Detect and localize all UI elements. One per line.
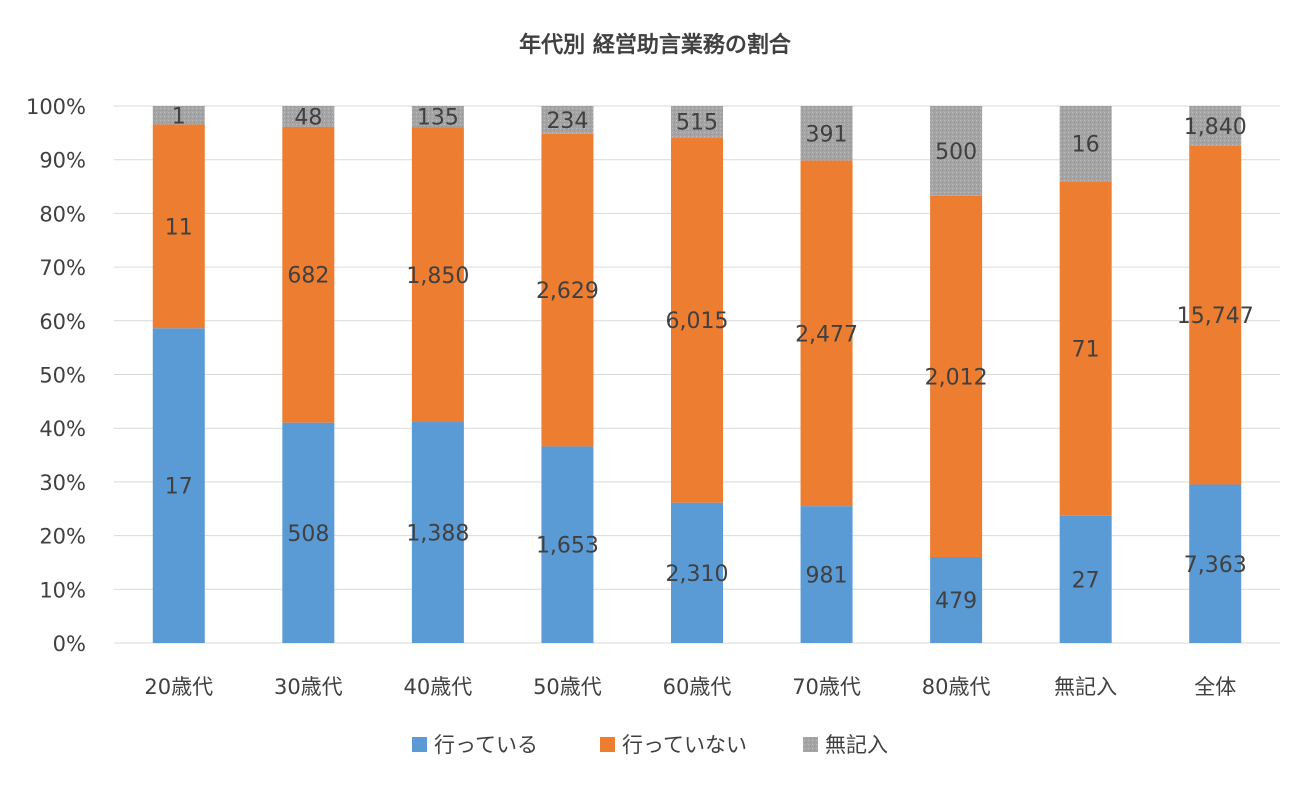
y-tick-label: 40%	[39, 417, 86, 441]
data-label: 71	[1072, 338, 1100, 363]
bar-segment	[930, 195, 983, 558]
chart-title: 年代別 経営助言業務の割合	[519, 32, 792, 58]
x-category-label: 80歳代	[922, 675, 991, 699]
y-tick-label: 60%	[39, 310, 86, 334]
legend-label: 行っている	[434, 733, 538, 757]
y-tick-label: 30%	[39, 471, 86, 495]
data-label: 17	[165, 475, 193, 500]
x-axis-categories: 20歳代 30歳代 40歳代 50歳代 60歳代 70歳代 80歳代 無記入 全体	[144, 675, 1236, 699]
data-label: 515	[676, 111, 718, 136]
x-category-label: 30歳代	[274, 675, 343, 699]
data-label: 2,310	[666, 562, 729, 587]
y-tick-label: 90%	[39, 149, 86, 173]
bar-segment	[1189, 106, 1242, 146]
bar-segment	[1059, 515, 1112, 643]
data-label: 508	[287, 522, 329, 547]
data-label: 11	[165, 215, 193, 240]
bar-segment	[152, 328, 205, 643]
x-category-label: 60歳代	[663, 675, 732, 699]
legend-label: 無記入	[825, 733, 888, 757]
data-labels: 17111508682481,3881,8501351,6532,6292342…	[165, 104, 1254, 614]
bar-segment	[411, 422, 464, 643]
bar-segment	[930, 106, 983, 196]
legend: 行っている 行っていない 無記入	[412, 733, 888, 757]
x-category-label: 70歳代	[792, 675, 861, 699]
data-label: 682	[287, 264, 329, 289]
x-category-label: 50歳代	[533, 675, 602, 699]
bar-segment	[800, 506, 853, 643]
bar-segment	[282, 126, 335, 423]
bar-segment	[541, 106, 594, 134]
data-label: 2,012	[925, 365, 988, 390]
bar-segment	[282, 106, 335, 127]
data-label: 15,747	[1177, 304, 1254, 329]
y-tick-label: 0%	[53, 632, 86, 656]
bar-segment	[800, 160, 853, 507]
data-label: 479	[935, 589, 977, 614]
bar-segment	[541, 446, 594, 643]
bar-segment	[1059, 181, 1112, 516]
bar-segment	[152, 124, 205, 329]
x-category-label: 40歳代	[404, 675, 473, 699]
data-label: 1,653	[536, 534, 599, 559]
data-label: 16	[1072, 133, 1100, 158]
data-label: 391	[806, 122, 848, 147]
data-label: 981	[806, 564, 848, 589]
x-category-label: 全体	[1194, 675, 1236, 699]
data-label: 27	[1072, 568, 1100, 593]
data-label: 6,015	[666, 309, 729, 334]
bar-segment	[671, 137, 723, 503]
y-tick-label: 10%	[39, 578, 86, 602]
bar-segment	[411, 106, 464, 128]
bar-segment	[671, 106, 723, 138]
y-tick-label: 20%	[39, 525, 86, 549]
bars	[152, 106, 1242, 643]
legend-label: 行っていない	[622, 733, 747, 757]
y-tick-label: 80%	[39, 202, 86, 226]
data-label: 234	[546, 109, 588, 134]
legend-swatch	[803, 737, 818, 752]
data-label: 1,850	[406, 264, 469, 289]
bar-segment	[152, 106, 205, 125]
y-tick-label: 70%	[39, 256, 86, 280]
bar-segment	[282, 422, 335, 643]
bar-segment	[1059, 106, 1112, 182]
data-label: 1,388	[406, 522, 469, 547]
bar-segment	[1189, 145, 1242, 485]
bar-segment	[411, 127, 464, 423]
legend-swatch	[412, 737, 427, 752]
data-label: 135	[417, 106, 459, 131]
bar-segment	[1189, 484, 1242, 643]
data-label: 1	[172, 104, 186, 129]
data-label: 48	[294, 105, 322, 130]
bar-segment	[671, 502, 723, 643]
y-axis-ticks: 0% 10% 20% 30% 40% 50% 60% 70% 80% 90% 100%	[26, 95, 86, 656]
bar-segment	[930, 557, 983, 643]
bar-segment	[541, 133, 594, 447]
y-tick-label: 100%	[26, 95, 86, 119]
x-category-label: 無記入	[1054, 675, 1117, 699]
data-label: 2,477	[795, 322, 858, 347]
x-category-label: 20歳代	[144, 675, 213, 699]
bar-segment	[800, 106, 853, 161]
data-label: 1,840	[1184, 115, 1247, 140]
data-label: 7,363	[1184, 553, 1247, 578]
y-tick-label: 50%	[39, 364, 86, 388]
legend-swatch	[600, 737, 615, 752]
data-label: 2,629	[536, 279, 599, 304]
data-label: 500	[935, 140, 977, 165]
